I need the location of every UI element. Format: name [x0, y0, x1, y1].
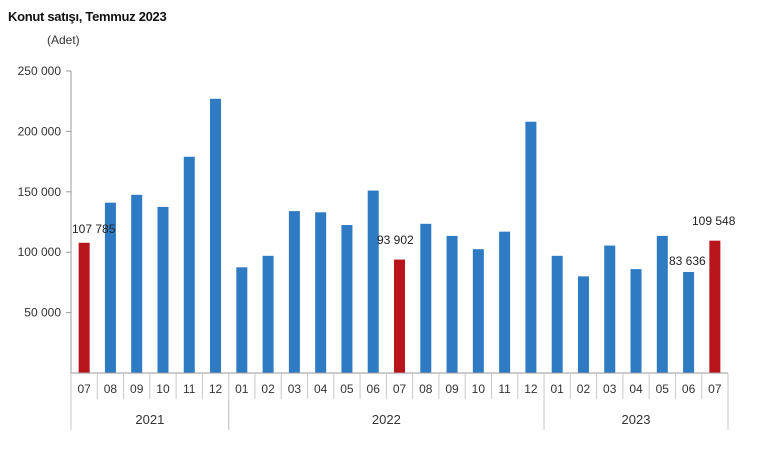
bar-2021-07 [78, 242, 90, 373]
x-month-label: 03 [288, 382, 302, 396]
data-labels: 107 785 93 902 83 636 109 548 [72, 214, 736, 268]
bar-2022-06 [367, 190, 379, 373]
y-axis-unit-label: (Adet) [47, 33, 80, 47]
y-tick-label: 100 000 [18, 245, 62, 259]
x-year-label: 2022 [372, 412, 401, 427]
bar-2022-02 [262, 255, 274, 373]
bar-2022-08 [420, 223, 432, 373]
bar-2021-11 [183, 156, 195, 373]
x-year-label: 2021 [135, 412, 164, 427]
y-tick-label: 50 000 [24, 306, 61, 320]
y-tick-label: 150 000 [18, 185, 62, 199]
data-label: 109 548 [692, 214, 736, 228]
x-month-label: 09 [130, 382, 144, 396]
bar-2023-05 [656, 235, 668, 373]
bar-2022-09 [446, 235, 458, 373]
bar-2021-12 [210, 98, 222, 373]
x-month-label: 10 [472, 382, 486, 396]
bar-2022-04 [315, 212, 327, 373]
bar-2022-11 [499, 231, 511, 373]
bar-2023-06 [683, 271, 695, 373]
y-axis: 50 000 100 000 150 000 200 000 250 000 [18, 64, 72, 373]
x-month-label: 01 [551, 382, 565, 396]
x-month-label: 03 [603, 382, 617, 396]
bar-2023-01 [551, 255, 563, 373]
x-month-label: 11 [498, 382, 511, 396]
x-month-label: 08 [104, 382, 118, 396]
x-month-label: 05 [340, 382, 354, 396]
bar-2021-10 [157, 206, 169, 373]
x-month-label: 12 [209, 382, 223, 396]
x-month-label: 04 [314, 382, 328, 396]
bar-2023-03 [604, 245, 616, 373]
x-month-label: 11 [183, 382, 196, 396]
x-month-label: 07 [393, 382, 407, 396]
bars-group [78, 98, 721, 374]
bar-2023-02 [577, 276, 589, 373]
x-month-label: 07 [708, 382, 722, 396]
bar-2022-01 [236, 267, 248, 373]
x-month-label: 12 [524, 382, 538, 396]
x-month-label: 06 [367, 382, 381, 396]
x-month-label: 02 [261, 382, 275, 396]
bar-2023-07 [709, 240, 721, 373]
bar-2021-08 [104, 202, 116, 373]
x-month-label: 08 [419, 382, 433, 396]
bar-2022-10 [472, 249, 484, 373]
data-label: 93 902 [377, 233, 414, 247]
x-month-label: 07 [77, 382, 91, 396]
bar-2022-07 [394, 259, 405, 373]
bar-2022-05 [341, 225, 353, 373]
data-label: 83 636 [669, 254, 706, 268]
bar-2022-12 [525, 121, 537, 374]
y-tick-label: 200 000 [18, 124, 62, 138]
x-month-label: 02 [577, 382, 591, 396]
x-month-label: 06 [682, 382, 696, 396]
x-month-label: 05 [656, 382, 670, 396]
data-label: 107 785 [72, 222, 116, 236]
x-axis: 07 08 09 10 11 12 01 02 03 04 05 06 07 08 09 10 11 12 01 02… [70, 372, 729, 430]
x-month-label: 10 [156, 382, 170, 396]
bar-2022-03 [288, 211, 300, 373]
bar-2021-09 [131, 194, 143, 373]
x-year-label: 2023 [622, 412, 651, 427]
chart-title: Konut satışı, Temmuz 2023 [8, 9, 167, 24]
x-month-label: 01 [235, 382, 249, 396]
y-tick-label: 250 000 [18, 64, 62, 78]
bar-2023-04 [630, 269, 642, 373]
x-month-label: 04 [629, 382, 643, 396]
x-month-label: 09 [445, 382, 459, 396]
